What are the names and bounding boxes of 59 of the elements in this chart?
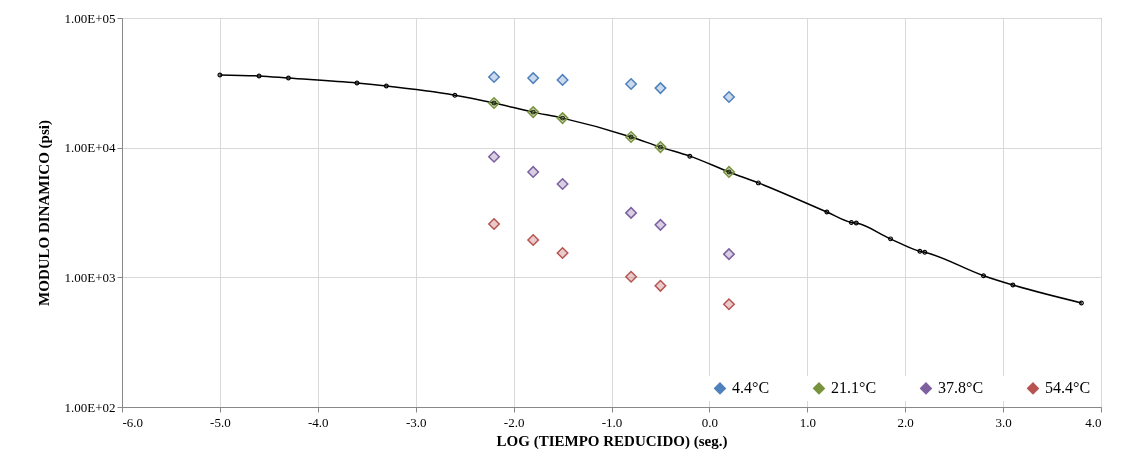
point: [625, 130, 638, 143]
point: [625, 206, 638, 219]
point: [285, 75, 291, 81]
legend-label: 4.4°C: [732, 379, 770, 397]
point: [722, 248, 735, 261]
x-tick-label: -3.0: [405, 414, 427, 430]
point: [488, 70, 501, 83]
x-tick-label: 1.0: [799, 414, 816, 430]
point: [888, 236, 893, 242]
y-axis-title: MODULO DINAMICO (psi): [36, 120, 54, 306]
y-tick-label: 1.00E+02: [64, 399, 116, 415]
y-tick-label: 1.00E+03: [64, 269, 116, 285]
point: [452, 92, 458, 98]
x-tick-label: 4.0: [1085, 414, 1102, 430]
x-tick-label: -6.0: [122, 414, 144, 430]
point: [625, 77, 638, 90]
point: [722, 165, 735, 178]
legend-label: 54.4°C: [1045, 379, 1091, 397]
point: [922, 249, 928, 255]
point: [853, 220, 859, 226]
point: [654, 218, 667, 231]
point: [527, 165, 540, 178]
point: [1010, 282, 1016, 288]
point: [722, 298, 735, 311]
point: [981, 273, 986, 279]
point: [755, 180, 761, 186]
point: [917, 248, 923, 254]
point: [383, 83, 389, 89]
x-tick-label: 2.0: [897, 414, 914, 430]
legend-label: 37.8°C: [938, 379, 984, 397]
point: [488, 97, 501, 109]
x-tick-label: -1.0: [601, 414, 623, 430]
x-tick-label: -4.0: [308, 414, 329, 430]
point: [625, 270, 638, 283]
point: [722, 90, 735, 103]
point: [687, 153, 693, 159]
x-axis-title: LOG (TIEMPO REDUCIDO) (seg.): [496, 432, 728, 450]
point: [527, 106, 540, 119]
x-tick-label: -2.0: [503, 414, 525, 430]
point: [654, 141, 667, 154]
y-tick-label: 1.00E+04: [64, 140, 116, 156]
x-tick-label: 0.0: [701, 414, 719, 430]
y-tick-label: 1.00E+05: [64, 10, 116, 26]
x-tick-label: 3.0: [995, 414, 1012, 430]
point: [654, 82, 667, 95]
point: [488, 150, 501, 163]
point: [556, 73, 569, 86]
point: [654, 279, 667, 292]
point: [556, 177, 569, 190]
point: [848, 219, 854, 225]
legend-label: 21.1°C: [831, 379, 877, 397]
point: [488, 217, 501, 230]
point: [527, 72, 540, 85]
x-tick-label: -5.0: [210, 414, 231, 430]
point: [256, 73, 262, 79]
point: [824, 209, 830, 215]
point: [556, 112, 569, 125]
point: [556, 247, 569, 260]
point: [527, 234, 540, 247]
